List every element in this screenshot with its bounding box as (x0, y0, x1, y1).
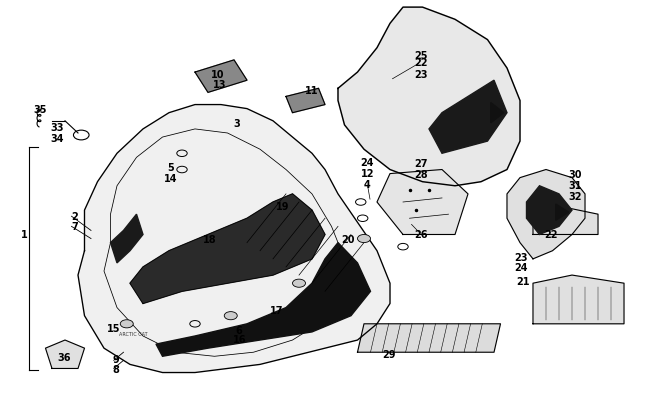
Polygon shape (130, 194, 325, 304)
Polygon shape (491, 103, 504, 124)
Text: 26: 26 (415, 230, 428, 240)
Polygon shape (533, 275, 624, 324)
Polygon shape (111, 215, 143, 263)
Polygon shape (429, 81, 507, 154)
Polygon shape (377, 170, 468, 235)
Text: 28: 28 (415, 170, 428, 180)
Text: 22: 22 (545, 230, 558, 240)
Text: 22: 22 (415, 58, 428, 68)
Circle shape (120, 320, 133, 328)
Text: 14: 14 (164, 173, 177, 183)
Text: 13: 13 (213, 80, 226, 90)
Text: 24: 24 (361, 158, 374, 168)
Text: 8: 8 (112, 364, 119, 374)
Text: 30: 30 (569, 170, 582, 180)
Text: 27: 27 (415, 159, 428, 169)
Text: 7: 7 (72, 222, 78, 232)
Polygon shape (533, 207, 598, 235)
Text: 15: 15 (107, 323, 120, 333)
Polygon shape (507, 170, 585, 259)
Text: 35: 35 (34, 105, 47, 115)
Circle shape (292, 279, 306, 288)
Text: 23: 23 (415, 70, 428, 80)
Polygon shape (338, 8, 520, 186)
Text: 6: 6 (236, 325, 242, 335)
Text: 11: 11 (306, 86, 318, 96)
Polygon shape (156, 243, 370, 356)
Polygon shape (195, 61, 247, 93)
Text: 29: 29 (382, 350, 395, 359)
Text: 4: 4 (364, 179, 370, 189)
Polygon shape (358, 324, 500, 352)
Text: 2: 2 (72, 212, 78, 222)
Text: 10: 10 (211, 70, 224, 80)
Text: 33: 33 (51, 123, 64, 132)
Text: 17: 17 (270, 305, 283, 315)
Polygon shape (286, 89, 325, 113)
Text: 18: 18 (203, 234, 216, 244)
Text: 23: 23 (515, 252, 528, 262)
Text: 1: 1 (21, 230, 28, 240)
Text: 24: 24 (515, 262, 528, 272)
Polygon shape (556, 205, 569, 221)
Text: 3: 3 (234, 119, 240, 128)
Circle shape (358, 235, 370, 243)
Text: 12: 12 (361, 168, 374, 178)
Text: 19: 19 (276, 202, 289, 211)
Polygon shape (46, 340, 84, 369)
Text: 20: 20 (341, 234, 354, 244)
Text: 25: 25 (415, 51, 428, 61)
Text: 16: 16 (233, 334, 246, 344)
Text: 9: 9 (112, 354, 119, 364)
Text: 5: 5 (167, 163, 174, 173)
Circle shape (224, 312, 237, 320)
Text: ARCTIC CAT: ARCTIC CAT (119, 332, 148, 337)
Text: 31: 31 (569, 181, 582, 190)
Text: 34: 34 (51, 134, 64, 143)
Text: 36: 36 (57, 352, 70, 362)
Polygon shape (526, 186, 572, 235)
Text: 21: 21 (517, 277, 530, 286)
Polygon shape (78, 105, 390, 373)
Text: 32: 32 (569, 192, 582, 201)
